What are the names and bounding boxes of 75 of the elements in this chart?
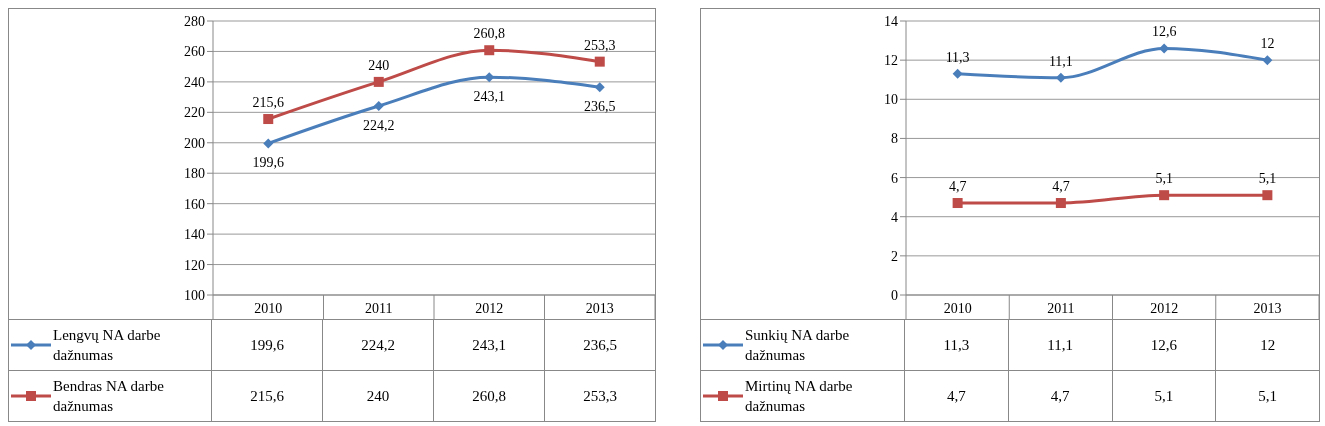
point xyxy=(373,76,384,87)
data-label: 5,1 xyxy=(1111,371,1216,421)
legend-label: Bendras NA darbe dažnumas xyxy=(53,377,165,416)
x-tick-label: 2010 xyxy=(254,301,283,316)
y-tick-label: 240 xyxy=(184,74,205,90)
x-tick-label: 2011 xyxy=(1047,301,1075,316)
text: 243,1 xyxy=(473,89,505,105)
y-tick-label: 6 xyxy=(891,170,898,186)
text: 224,2 xyxy=(363,117,395,133)
data-label: 11,3 xyxy=(904,320,1008,370)
legend-label: Lengvų NA darbe dažnumas xyxy=(53,326,162,365)
point xyxy=(373,100,384,111)
y-tick-label: 120 xyxy=(184,257,205,273)
y-tick-label: 4 xyxy=(891,209,898,225)
y-tick-label: 2 xyxy=(891,248,898,264)
point xyxy=(484,45,495,56)
y-tick-label: 10 xyxy=(884,92,898,108)
data-label: 240 xyxy=(322,371,434,421)
x-tick-label: 2010 xyxy=(943,301,972,316)
data-label: 215,6 xyxy=(211,371,323,421)
x-tick-label: 2013 xyxy=(1253,301,1282,316)
text: 4,7 xyxy=(948,179,967,195)
data-label: 253,3 xyxy=(544,371,655,421)
point xyxy=(1262,190,1273,201)
y-tick-label: 0 xyxy=(891,287,898,303)
data-label: 12,6 xyxy=(1111,320,1216,370)
y-tick-label: 280 xyxy=(184,13,205,29)
data-label: 12 xyxy=(1215,320,1320,370)
x-tick-label: 2012 xyxy=(1150,301,1179,316)
y-tick-label: 180 xyxy=(184,166,205,182)
point xyxy=(594,82,605,93)
text: 12,6 xyxy=(1151,24,1177,40)
text: 260,8 xyxy=(473,26,505,42)
point xyxy=(1055,198,1066,209)
data-label: 224,2 xyxy=(322,320,434,370)
point xyxy=(1159,190,1170,201)
y-tick-label: 8 xyxy=(891,131,898,147)
text: 4,7 xyxy=(1052,179,1070,195)
legend-label: Mirtinų NA darbe dažnumas xyxy=(745,377,854,416)
point xyxy=(263,138,274,149)
point xyxy=(263,114,274,125)
text: 5,1 xyxy=(1258,171,1277,187)
text: 253,3 xyxy=(584,37,616,53)
y-tick-label: 140 xyxy=(184,227,205,243)
y-tick-label: 260 xyxy=(184,44,205,60)
text: 5,1 xyxy=(1155,171,1173,187)
y-tick-label: 200 xyxy=(184,135,205,151)
data-label: 4,7 xyxy=(1007,371,1112,421)
point xyxy=(952,68,963,79)
y-tick-label: 14 xyxy=(884,13,898,29)
text: 215,6 xyxy=(252,95,284,111)
y-tick-label: 160 xyxy=(184,196,205,212)
text: 199,6 xyxy=(252,155,284,171)
data-label: 243,1 xyxy=(433,320,545,370)
y-tick-label: 12 xyxy=(884,53,898,69)
point xyxy=(952,198,963,209)
data-label: 260,8 xyxy=(433,371,545,421)
data-label: 4,7 xyxy=(904,371,1008,421)
x-tick-label: 2012 xyxy=(475,301,504,316)
point xyxy=(1262,55,1273,66)
x-tick-label: 2011 xyxy=(365,301,393,316)
text: 11,3 xyxy=(945,49,970,65)
point xyxy=(594,56,605,67)
text: 12 xyxy=(1260,36,1275,52)
data-label: 199,6 xyxy=(211,320,323,370)
y-tick-label: 100 xyxy=(184,287,205,303)
data-label: 5,1 xyxy=(1215,371,1320,421)
text: 236,5 xyxy=(584,99,616,115)
x-tick-label: 2013 xyxy=(585,301,614,316)
y-tick-label: 220 xyxy=(184,105,205,121)
data-label: 11,1 xyxy=(1007,320,1112,370)
text: 11,1 xyxy=(1048,53,1073,69)
data-label: 236,5 xyxy=(544,320,655,370)
legend-label: Sunkių NA darbe dažnumas xyxy=(745,326,851,365)
text: 240 xyxy=(368,57,390,73)
